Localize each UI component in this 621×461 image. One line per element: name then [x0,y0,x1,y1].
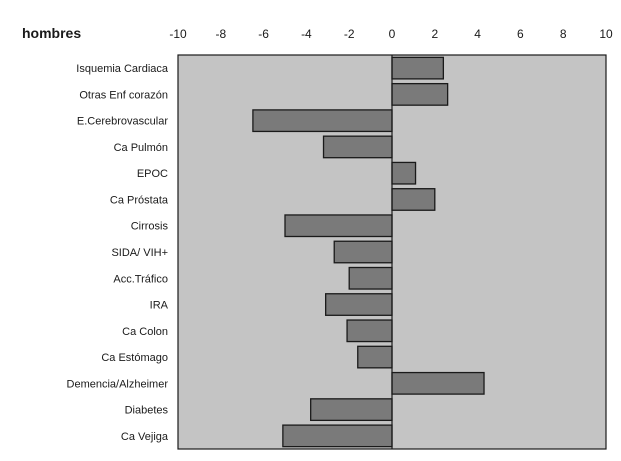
category-label: Cirrosis [131,221,169,233]
category-label: Otras Enf corazón [79,89,168,101]
bar [333,240,393,264]
bar [310,398,393,422]
bar [284,214,393,238]
x-tick-label: 8 [560,27,567,41]
category-label: SIDA/ VIH+ [111,247,168,259]
x-tick-label: -8 [215,27,226,41]
bar [252,109,393,133]
x-tick-label: 6 [517,27,524,41]
bar [357,345,393,369]
category-label: Acc.Tráfico [113,273,168,285]
plot-frame [177,54,607,450]
category-label: Ca Vejiga [121,431,169,443]
category-label: IRA [150,300,169,312]
x-axis-ticks: -10 -8 -6 -4 -2 0 2 4 6 8 10 [169,27,613,41]
bar [391,188,436,211]
bar [282,424,393,448]
bar [391,82,449,106]
category-label: Demencia/Alzheimer [67,378,169,390]
category-labels: Isquemia Cardiaca Otras Enf corazón E.Cere… [67,63,169,443]
category-label: Isquemia Cardiaca [76,63,169,75]
bar [391,161,417,185]
bar [391,371,485,395]
category-label: Ca Estómago [101,352,168,364]
x-tick-label: -4 [301,27,312,41]
x-tick-label: 0 [389,27,396,41]
x-tick-label: 10 [599,27,613,41]
category-label: E.Cerebrovascular [77,116,168,128]
category-label: EPOC [137,168,168,180]
x-tick-label: 2 [431,27,438,41]
x-tick-label: -10 [169,27,187,41]
category-label: Ca Pulmón [114,142,168,154]
bar [391,56,445,80]
x-tick-label: 4 [474,27,481,41]
bar [346,319,393,343]
category-label: Ca Colon [122,326,168,338]
bar [325,293,393,316]
bar [348,266,393,290]
category-label: Ca Próstata [110,194,169,206]
chart-title: hombres [22,25,81,41]
x-tick-label: -6 [258,27,269,41]
plot-area [177,54,607,450]
x-tick-label: -2 [344,27,355,41]
category-label: Diabetes [125,405,169,417]
bar [322,135,393,159]
